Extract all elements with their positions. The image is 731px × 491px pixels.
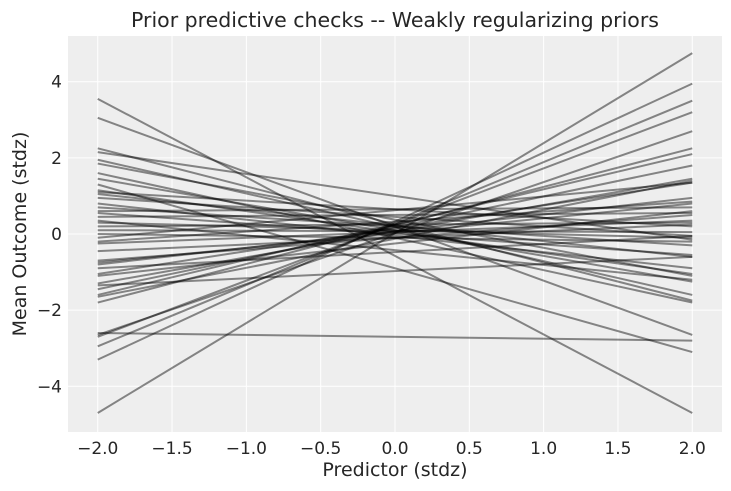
series-line xyxy=(97,219,693,281)
y-tick-label: −2 xyxy=(37,301,62,321)
series-line xyxy=(97,177,693,285)
series-line xyxy=(97,189,693,275)
series-line xyxy=(97,151,693,241)
series-line xyxy=(97,202,693,264)
x-tick-label: −2.0 xyxy=(77,439,118,459)
series-line xyxy=(97,164,693,291)
series-line xyxy=(97,191,693,228)
series-line xyxy=(97,52,693,414)
series-line xyxy=(97,233,693,243)
y-tick-label: 0 xyxy=(51,225,62,245)
series-line xyxy=(97,147,693,302)
series-line xyxy=(97,221,693,228)
series-line xyxy=(97,181,693,239)
series-line xyxy=(97,179,693,298)
series-line xyxy=(97,196,693,237)
x-tick-label: 1.0 xyxy=(530,439,557,459)
x-tick-label: 1.5 xyxy=(604,439,631,459)
series-lines xyxy=(97,52,693,414)
series-line xyxy=(97,183,693,354)
x-tick-label: −0.5 xyxy=(300,439,341,459)
series-line xyxy=(97,229,693,234)
series-line xyxy=(97,162,693,277)
series-line xyxy=(97,210,693,277)
series-line xyxy=(97,219,693,245)
series-line xyxy=(97,234,693,270)
x-tick-label: −1.0 xyxy=(226,439,267,459)
series-line xyxy=(97,206,693,213)
grid xyxy=(68,36,722,432)
series-line xyxy=(97,147,693,304)
series-line xyxy=(97,255,693,287)
series-line xyxy=(97,153,693,296)
x-tick-label: 2.0 xyxy=(679,439,706,459)
series-line xyxy=(97,99,693,348)
series-line xyxy=(97,193,693,258)
series-line xyxy=(97,212,693,256)
x-tick-label: −1.5 xyxy=(151,439,192,459)
series-line xyxy=(97,213,693,262)
x-tick-labels: −2.0 −1.5 −1.0 −0.5 0.0 0.5 1.0 1.5 2.0 xyxy=(77,439,706,459)
series-line xyxy=(97,202,693,270)
y-tick-label: −4 xyxy=(37,377,62,397)
y-tick-label: 2 xyxy=(51,149,62,169)
series-line xyxy=(97,111,693,338)
series-line xyxy=(97,196,693,266)
x-axis-label: Predictor (stdz) xyxy=(322,459,467,481)
series-line xyxy=(97,158,693,296)
series-line xyxy=(97,181,693,275)
series-line xyxy=(97,332,693,342)
x-tick-label: 0.0 xyxy=(381,439,408,459)
series-line xyxy=(97,223,693,253)
series-line xyxy=(97,82,693,361)
series-line xyxy=(97,116,693,336)
series-line xyxy=(97,200,693,243)
chart-title: Prior predictive checks -- Weakly regula… xyxy=(131,8,659,32)
series-line xyxy=(97,177,693,283)
y-tick-label: 4 xyxy=(51,73,62,93)
series-line xyxy=(97,130,693,336)
series-line xyxy=(97,97,693,414)
series-line xyxy=(97,221,693,239)
y-tick-labels: −4 −2 0 2 4 xyxy=(37,73,62,398)
y-axis-label: Mean Outcome (stdz) xyxy=(9,132,31,337)
series-line xyxy=(97,172,693,304)
series-line xyxy=(97,212,693,218)
x-tick-label: 0.5 xyxy=(456,439,483,459)
series-line xyxy=(97,206,693,247)
